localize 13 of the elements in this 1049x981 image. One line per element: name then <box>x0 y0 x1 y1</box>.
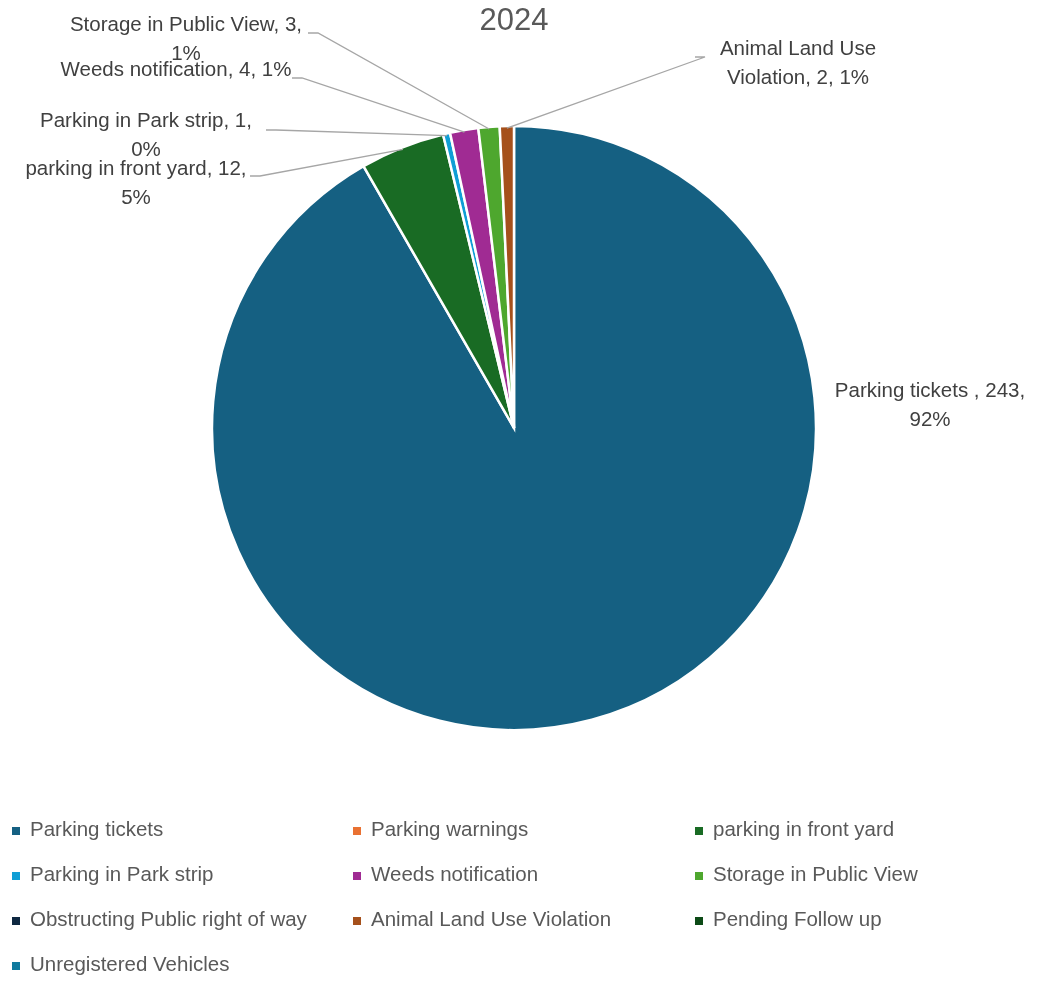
legend-label: Unregistered Vehicles <box>30 952 230 976</box>
legend-label: Parking warnings <box>371 817 529 841</box>
legend-label: Parking in Park strip <box>30 862 214 886</box>
legend-label: Storage in Public View <box>713 862 918 886</box>
legend-label: Weeds notification <box>371 862 539 886</box>
legend-label: Pending Follow up <box>713 907 882 931</box>
legend-label: parking in front yard <box>713 817 895 841</box>
legend-label: Parking tickets <box>30 817 164 841</box>
data-label: Parking tickets , 243, 92% <box>834 378 1026 431</box>
data-label: Animal Land Use Violation, 2, 1% <box>719 36 877 89</box>
chart-title: 2024 <box>479 2 549 38</box>
legend-label: Animal Land Use Violation <box>371 907 612 931</box>
legend-label: Obstructing Public right of way <box>30 907 308 931</box>
